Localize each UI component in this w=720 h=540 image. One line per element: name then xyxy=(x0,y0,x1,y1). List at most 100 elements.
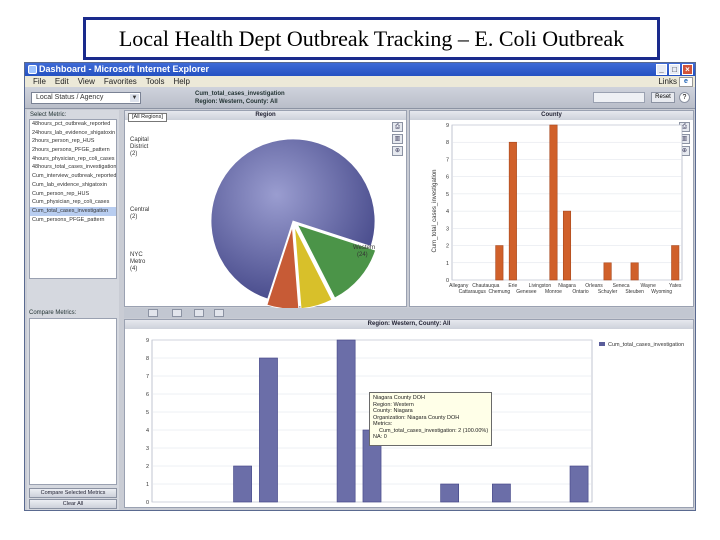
menu-view[interactable]: View xyxy=(77,77,95,86)
pie-label-capital: Capital xyxy=(130,137,149,143)
menu-file[interactable]: File xyxy=(33,77,46,86)
menu-help[interactable]: Help xyxy=(173,77,190,86)
x-tick-label: Chautauqua xyxy=(472,283,499,289)
y-tick-label: 9 xyxy=(446,123,449,129)
compare-metrics-list[interactable] xyxy=(29,318,117,485)
scope-dropdown[interactable]: Local Status / Agency ▼ xyxy=(31,92,141,104)
region-pie-panel: Region [All Regions] ⎙ ▥ ⊕ Capital Distr… xyxy=(124,110,407,308)
table-view-icon[interactable] xyxy=(172,309,182,317)
zoom-icon[interactable]: ⊕ xyxy=(392,146,403,156)
links-toolbar[interactable]: Links xyxy=(658,77,677,86)
clear-all-button[interactable]: Clear All xyxy=(29,499,117,509)
menu-edit[interactable]: Edit xyxy=(54,77,69,86)
pie-slice-central[interactable] xyxy=(294,226,333,308)
metric-item[interactable]: Cum_physician_rep_coli_cases xyxy=(32,199,110,206)
pie-slice-western[interactable] xyxy=(210,138,376,300)
pie-slice-capital[interactable] xyxy=(266,226,300,308)
select-metric-label: Select Metric: xyxy=(30,112,67,118)
x-tick-label: Livingston xyxy=(529,283,552,289)
pie-label-central: Central xyxy=(130,207,149,213)
county-y-axis-label: Cum_total_cases_investigation xyxy=(432,169,438,252)
metric-item[interactable]: 2hours_person_rep_HUS xyxy=(32,138,95,145)
county-header: County xyxy=(410,111,693,120)
bar-schuyler[interactable] xyxy=(440,483,460,503)
bar-chemung[interactable] xyxy=(495,245,504,281)
bar-monroe[interactable] xyxy=(336,339,356,503)
scope-value: Local Status / Agency xyxy=(36,94,104,101)
bar-steuben[interactable] xyxy=(492,483,511,503)
metric-item[interactable]: 2hours_persons_PFGE_pattern xyxy=(32,147,110,154)
chart-type-icon[interactable] xyxy=(148,309,158,317)
bar-erie[interactable] xyxy=(508,141,517,281)
bar-yates[interactable] xyxy=(671,245,680,281)
x-tick-label: Genesee xyxy=(516,289,537,295)
metric-item[interactable]: Cum_interview_outbreak_reported xyxy=(32,173,116,180)
search-input[interactable] xyxy=(593,92,645,103)
metric-item[interactable]: 48hours_pct_outbreak_reported xyxy=(32,121,111,127)
maximize-button[interactable]: □ xyxy=(669,64,680,75)
metric-item[interactable]: 4hours_physician_rep_coli_cases xyxy=(32,155,115,162)
tooltip-line: County: Niagara xyxy=(373,408,413,414)
metric-item[interactable]: 48hours_total_cases_investigation xyxy=(32,164,116,171)
x-tick-label: Allegany xyxy=(449,283,469,289)
legend-swatch xyxy=(599,342,605,346)
metric-item[interactable]: Cum_person_rep_HUS xyxy=(32,190,90,197)
y-tick-label: 2 xyxy=(446,244,449,250)
menu-tools[interactable]: Tools xyxy=(145,77,165,86)
y-tick-label: 1 xyxy=(446,261,449,267)
y-tick-label: 0 xyxy=(146,500,149,506)
x-tick-label: Yates xyxy=(669,283,682,289)
y-tick-label: 8 xyxy=(446,140,449,146)
bar-chemung[interactable] xyxy=(233,465,252,503)
browser-window: Dashboard - Microsoft Internet Explorer … xyxy=(24,62,696,511)
pie-label-nyc-line2: Metro xyxy=(130,259,146,265)
bar-yates[interactable] xyxy=(569,465,589,503)
bottom-chart-toolbar xyxy=(124,308,694,318)
menu-favorites[interactable]: Favorites xyxy=(103,77,137,86)
pie-label-nyc-value: (4) xyxy=(130,266,137,272)
zoom-icon[interactable] xyxy=(214,309,224,317)
metric-list: 48hours_pct_outbreak_reported 24hours_la… xyxy=(29,119,117,279)
chart-type-icon[interactable]: ▥ xyxy=(392,134,403,144)
metric-item[interactable]: Cum_persons_PFGE_pattern xyxy=(32,216,105,223)
metric-item[interactable]: 24hours_lab_evidence_shigatoxin xyxy=(32,129,116,136)
y-tick-label: 5 xyxy=(446,192,449,198)
x-tick-label: Schuyler xyxy=(598,289,618,295)
tooltip-line: Metrics: xyxy=(373,421,393,427)
x-tick-label: Seneca xyxy=(613,283,630,289)
export-icon[interactable] xyxy=(194,309,204,317)
metric-heading: Cum_total_cases_investigation Region: We… xyxy=(195,90,285,106)
close-button[interactable]: × xyxy=(682,64,693,75)
ie-app-icon xyxy=(28,65,37,74)
bar-niagara[interactable] xyxy=(562,210,572,281)
pie-slice-nyc-metro[interactable] xyxy=(296,224,377,299)
minimize-button[interactable]: _ xyxy=(656,64,667,75)
x-tick-label: Chemung xyxy=(489,289,511,295)
pie-label-capital-value: (2) xyxy=(130,151,137,157)
metric-item-selected[interactable]: Cum_total_cases_investigation xyxy=(30,206,116,216)
help-icon[interactable]: ? xyxy=(679,92,690,103)
bar-erie[interactable] xyxy=(259,357,278,503)
tooltip-line: Organization: Niagara County DOH xyxy=(373,414,460,421)
y-tick-label: 6 xyxy=(146,392,149,398)
metric-item[interactable]: Cum_lab_evidence_shigatoxin xyxy=(32,181,107,188)
legend-label: Cum_total_cases_investigation xyxy=(608,342,684,348)
metric-heading-line1: Cum_total_cases_investigation xyxy=(195,91,285,97)
all-regions-breadcrumb[interactable]: [All Regions] xyxy=(128,113,167,122)
y-tick-label: 0 xyxy=(446,278,449,284)
x-tick-label: Cattaraugus xyxy=(459,289,487,295)
y-tick-label: 2 xyxy=(146,464,149,470)
bar-monroe[interactable] xyxy=(549,124,558,281)
window-title: Dashboard - Microsoft Internet Explorer xyxy=(39,64,210,74)
compare-selected-button[interactable]: Compare Selected Metrics xyxy=(29,488,117,498)
menu-bar: File Edit View Favorites Tools Help Link… xyxy=(25,76,695,87)
print-icon[interactable]: ⎙ xyxy=(392,122,403,132)
bar-steuben[interactable] xyxy=(630,262,639,281)
y-tick-label: 3 xyxy=(146,446,149,452)
chevron-down-icon: ▼ xyxy=(130,94,139,102)
y-tick-label: 4 xyxy=(446,209,449,215)
bar-schuyler[interactable] xyxy=(603,262,612,281)
x-tick-label: Steuben xyxy=(625,289,644,295)
compare-metrics-label: Compare Metrics: xyxy=(29,310,77,316)
reset-button[interactable]: Reset xyxy=(651,92,675,103)
